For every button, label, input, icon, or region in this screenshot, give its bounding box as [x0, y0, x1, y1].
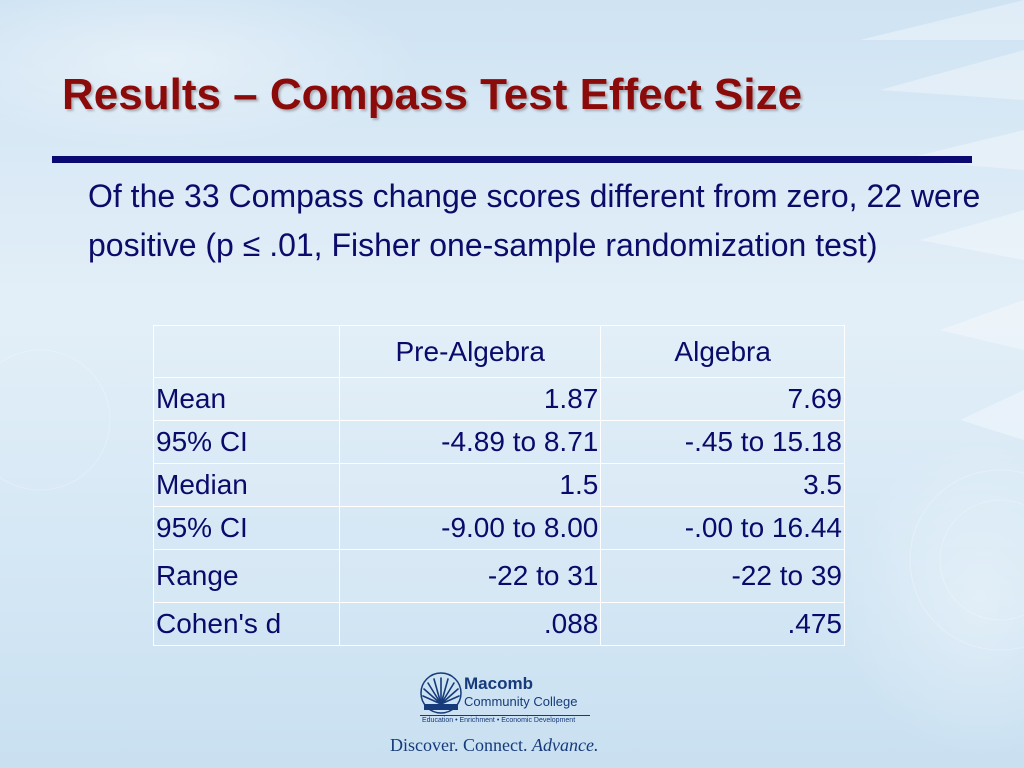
algebra-value: -.00 to 16.44: [600, 506, 845, 550]
row-label: Mean: [152, 377, 341, 421]
algebra-value: -22 to 39: [600, 549, 845, 603]
logo-name-line2: Community College: [464, 694, 578, 709]
table-row: Mean 1.87 7.69: [152, 377, 845, 421]
row-label: Range: [152, 549, 341, 603]
title-divider: [52, 156, 972, 163]
row-label: Cohen's d: [152, 602, 341, 646]
table-header-row: Pre-Algebra Algebra: [152, 325, 845, 378]
results-table: Pre-Algebra Algebra Mean 1.87 7.69 95% C…: [152, 325, 845, 646]
table-row: 95% CI -4.89 to 8.71 -.45 to 15.18: [152, 420, 845, 464]
logo-name-line1: Macomb: [464, 674, 533, 693]
pre-algebra-value: -22 to 31: [339, 549, 602, 603]
pre-algebra-value: 1.87: [339, 377, 602, 421]
sunburst-seal-icon: [420, 672, 462, 714]
pre-algebra-value: .088: [339, 602, 602, 646]
table-row: Cohen's d .088 .475: [152, 602, 845, 646]
logo-tagline: Education • Enrichment • Economic Develo…: [422, 717, 576, 724]
header-cell-blank: [152, 325, 341, 378]
row-label: Median: [152, 463, 341, 507]
algebra-value: 7.69: [600, 377, 845, 421]
algebra-value: -.45 to 15.18: [600, 420, 845, 464]
algebra-value: .475: [600, 602, 845, 646]
slide-title: Results – Compass Test Effect Size: [62, 70, 803, 119]
table-row: Range -22 to 31 -22 to 39: [152, 549, 845, 603]
slogan-connect: Connect.: [462, 735, 528, 755]
slogan-advance: Advance.: [531, 735, 599, 755]
table-row: 95% CI -9.00 to 8.00 -.00 to 16.44: [152, 506, 845, 550]
row-label: 95% CI: [152, 506, 341, 550]
college-logo: Macomb Community College Education • Enr…: [420, 672, 592, 728]
pre-algebra-value: -9.00 to 8.00: [339, 506, 602, 550]
college-slogan: Discover. Connect. Advance.: [390, 735, 598, 756]
logo-divider: [420, 715, 590, 716]
table-row: Median 1.5 3.5: [152, 463, 845, 507]
slogan-discover: Discover.: [390, 735, 459, 755]
pre-algebra-value: 1.5: [339, 463, 602, 507]
pre-algebra-value: -4.89 to 8.71: [339, 420, 602, 464]
algebra-value: 3.5: [600, 463, 845, 507]
header-cell-pre-algebra: Pre-Algebra: [339, 325, 602, 378]
row-label: 95% CI: [152, 420, 341, 464]
header-cell-algebra: Algebra: [600, 325, 845, 378]
slide-body-text: Of the 33 Compass change scores differen…: [88, 178, 981, 263]
